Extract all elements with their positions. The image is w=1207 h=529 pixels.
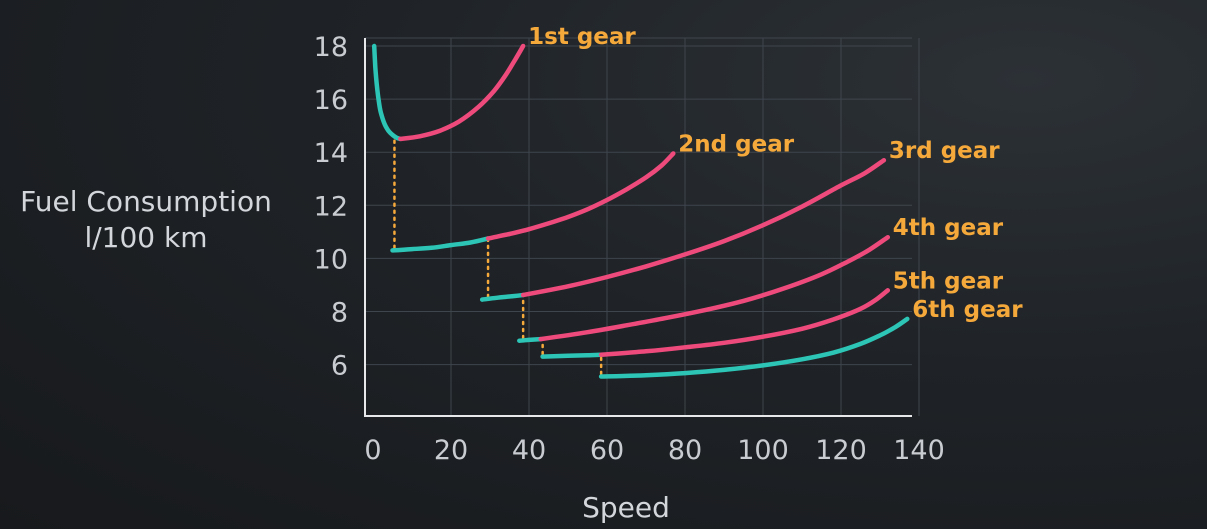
gear-curves xyxy=(371,43,910,379)
y-axis-title-line2: l/100 km xyxy=(84,221,207,254)
x-tick-label-40: 40 xyxy=(512,435,546,466)
series-label-5th-gear: 5th gear xyxy=(893,268,1004,294)
1st-gear-optimal-curve xyxy=(371,43,403,142)
y-tick-label-18: 18 xyxy=(314,32,348,63)
series-5th-gear xyxy=(540,288,891,359)
series-label-2nd-gear: 2nd gear xyxy=(678,132,794,158)
series-label-6th-gear: 6th gear xyxy=(912,297,1023,323)
1st-gear-suboptimal-curve xyxy=(398,43,526,142)
gear-shift-lines xyxy=(393,137,603,376)
6th-gear-optimal-curve xyxy=(598,316,910,379)
3rd-gear-suboptimal-curve xyxy=(520,157,887,298)
x-tick-label-0: 0 xyxy=(364,435,381,466)
x-tick-label-20: 20 xyxy=(434,435,468,466)
series-labels: 1st gear 2nd gear 3rd gear 4th gear 5th gear… xyxy=(528,24,1023,323)
y-tick-label-10: 10 xyxy=(314,244,348,275)
2nd-gear-optimal-curve xyxy=(390,236,491,253)
y-tick-label-14: 14 xyxy=(314,138,348,169)
3rd-gear-optimal-curve xyxy=(479,292,526,302)
4th-gear-optimal-curve xyxy=(517,336,543,343)
y-tick-label-6: 6 xyxy=(331,351,348,382)
tick-labels: 0 20 40 60 80 100 120 140 6 8 10 12 14 16 18 xyxy=(314,32,945,466)
series-label-3rd-gear: 3rd gear xyxy=(889,138,1000,164)
x-tick-label-100: 100 xyxy=(737,435,789,466)
series-label-4th-gear: 4th gear xyxy=(893,215,1004,241)
series-label-1st-gear: 1st gear xyxy=(528,24,636,50)
series-2nd-gear xyxy=(390,151,676,253)
x-tick-label-80: 80 xyxy=(668,435,702,466)
series-1st-gear xyxy=(371,43,526,142)
y-axis-title-line1: Fuel Consumption xyxy=(20,185,272,218)
5th-gear-optimal-curve xyxy=(540,352,604,359)
x-tick-label-60: 60 xyxy=(590,435,624,466)
series-4th-gear xyxy=(517,234,891,343)
x-tick-label-120: 120 xyxy=(815,435,867,466)
y-tick-label-8: 8 xyxy=(331,298,348,329)
y-tick-label-12: 12 xyxy=(314,191,348,222)
x-tick-label-140: 140 xyxy=(893,435,945,466)
series-6th-gear xyxy=(598,316,910,379)
grid xyxy=(365,37,920,416)
4th-gear-suboptimal-curve xyxy=(538,234,891,342)
series-3rd-gear xyxy=(479,157,887,302)
x-axis-title: Speed xyxy=(582,491,670,524)
2nd-gear-suboptimal-curve xyxy=(485,151,676,241)
5th-gear-suboptimal-curve xyxy=(598,288,891,358)
axes xyxy=(364,38,912,417)
y-tick-label-16: 16 xyxy=(314,85,348,116)
